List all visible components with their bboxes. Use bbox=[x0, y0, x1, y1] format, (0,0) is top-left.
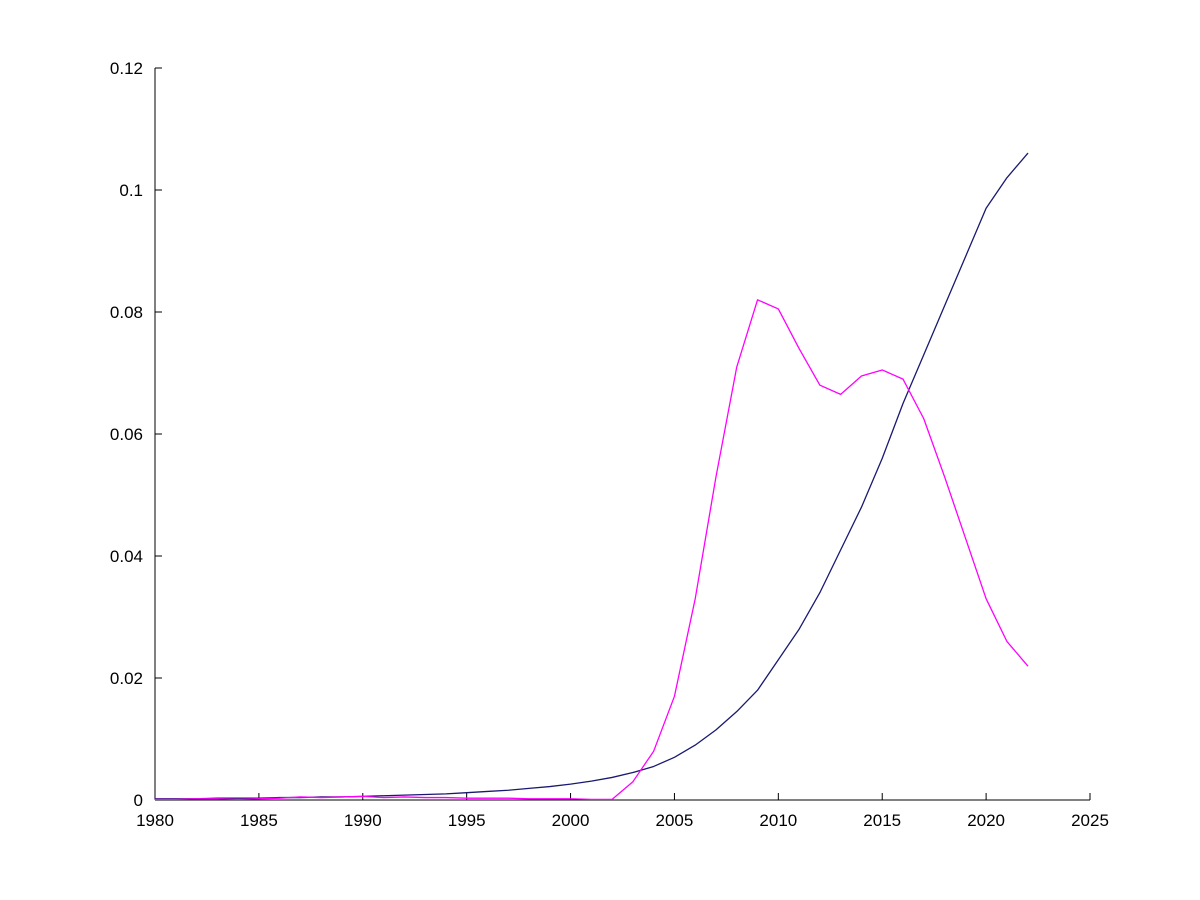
x-tick-label: 2000 bbox=[552, 811, 590, 830]
y-tick-label: 0 bbox=[134, 791, 143, 810]
x-tick-label: 2020 bbox=[967, 811, 1005, 830]
x-tick-label: 2015 bbox=[863, 811, 901, 830]
y-tick-label: 0.08 bbox=[110, 303, 143, 322]
y-tick-label: 0.12 bbox=[110, 59, 143, 78]
x-tick-label: 1990 bbox=[344, 811, 382, 830]
x-tick-label: 1985 bbox=[240, 811, 278, 830]
x-tick-label: 1995 bbox=[448, 811, 486, 830]
x-tick-label: 2010 bbox=[759, 811, 797, 830]
y-tick-label: 0.06 bbox=[110, 425, 143, 444]
y-tick-label: 0.1 bbox=[119, 181, 143, 200]
y-tick-label: 0.04 bbox=[110, 547, 143, 566]
x-tick-label: 2005 bbox=[656, 811, 694, 830]
series-line-blue bbox=[154, 152, 1029, 800]
y-tick-label: 0.02 bbox=[110, 669, 143, 688]
x-tick-label: 1980 bbox=[136, 811, 174, 830]
x-tick-label: 2025 bbox=[1071, 811, 1109, 830]
series-line-magenta bbox=[154, 299, 1029, 801]
